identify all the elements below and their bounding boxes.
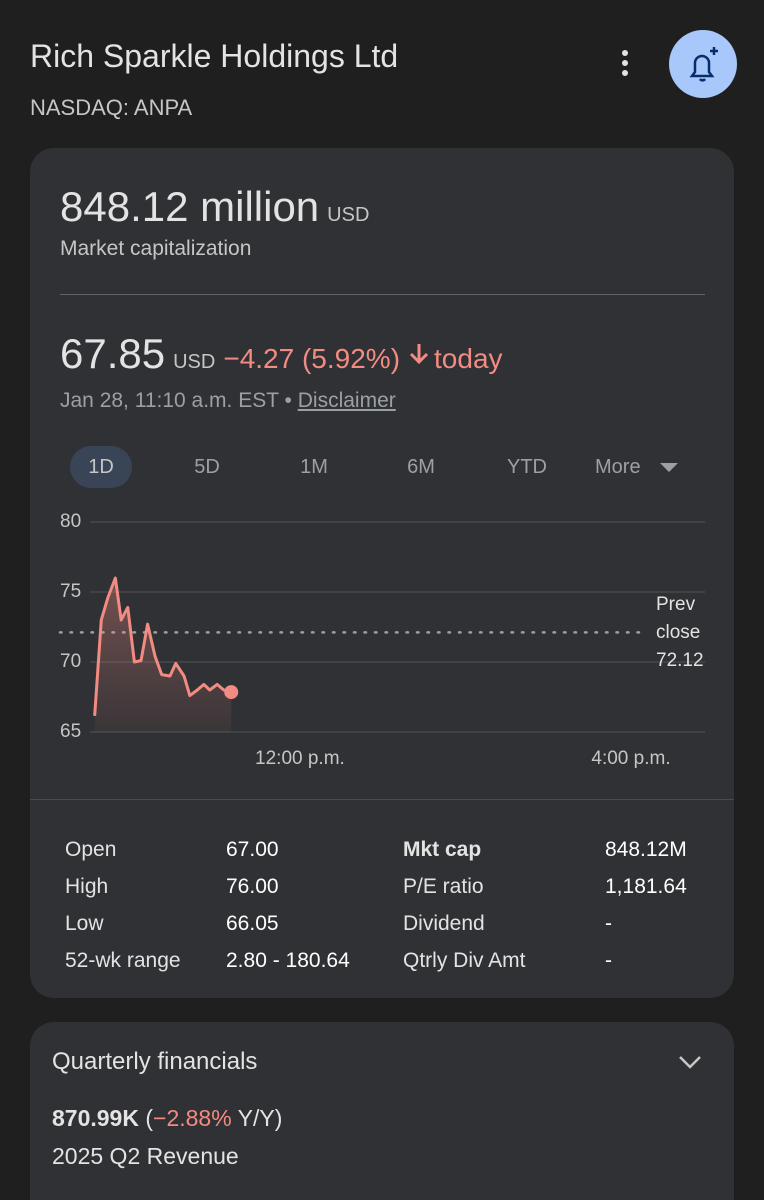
range-tab[interactable]: 5D xyxy=(194,456,220,478)
title: Rich Sparkle Holdings Ltd xyxy=(30,38,399,74)
stat-value: 76.00 xyxy=(226,875,279,898)
price-row: 67.85 USD −4.27 (5.92%) today xyxy=(60,330,503,378)
stat-label: High xyxy=(65,875,109,898)
menu-dot[interactable] xyxy=(622,70,628,76)
price-period: today xyxy=(434,343,503,374)
menu-dot[interactable] xyxy=(622,50,628,56)
last-point xyxy=(224,685,239,700)
range-tab[interactable]: 1D xyxy=(70,446,132,488)
divider xyxy=(60,294,705,295)
market-cap-value: 848.12 million xyxy=(60,183,320,230)
exchange: NASDAQ: ANPA xyxy=(30,95,193,120)
down-arrow xyxy=(409,344,429,365)
alert-button[interactable] xyxy=(669,30,737,98)
x-tick-label: 4:00 p.m. xyxy=(591,748,670,769)
stat-value: 1,181.64 xyxy=(605,875,687,898)
x-tick-label: 12:00 p.m. xyxy=(255,748,345,769)
yoy: Y/Y) xyxy=(231,1105,283,1131)
prev-close-value: 72.12 xyxy=(656,650,704,671)
stat-label: Mkt cap xyxy=(403,838,482,861)
stat-value: 848.12M xyxy=(605,838,687,861)
financials-card[interactable] xyxy=(30,1022,734,1200)
separator: • xyxy=(284,389,292,412)
paren: ( xyxy=(145,1105,154,1131)
revenue-value: 870.99K xyxy=(52,1105,139,1131)
area-fill xyxy=(94,578,232,732)
stat-value: 66.05 xyxy=(226,912,279,935)
y-tick-label: 75 xyxy=(60,581,81,602)
range-tab[interactable]: YTD xyxy=(507,456,547,478)
range-tab[interactable]: 6M xyxy=(407,456,435,478)
stat-value: - xyxy=(605,912,612,935)
stat-label: Qtrly Div Amt xyxy=(403,949,526,972)
stat-label: Dividend xyxy=(403,912,485,935)
timestamp-row: Jan 28, 11:10 a.m. EST • Disclaimer xyxy=(60,389,396,413)
stat-label: 52-wk range xyxy=(65,949,181,972)
y-tick-label: 70 xyxy=(60,651,81,672)
price-line xyxy=(93,576,232,717)
stat-label: P/E ratio xyxy=(403,875,484,898)
prev-close-label: Prev close 72.12 xyxy=(656,591,714,675)
price-change: −4.27 (5.92%) xyxy=(223,343,401,374)
timestamp: Jan 28, 11:10 a.m. EST xyxy=(60,389,279,412)
stat-value: - xyxy=(605,949,612,972)
market-cap-currency: USD xyxy=(327,204,370,226)
bell-icon xyxy=(689,54,715,82)
financials-value-row: 870.99K (−2.88% Y/Y) xyxy=(52,1105,282,1132)
summary-card xyxy=(30,148,734,998)
stat-value: 2.80 - 180.64 xyxy=(226,949,350,972)
stat-label: Low xyxy=(65,912,104,935)
range-tab[interactable]: More xyxy=(595,446,685,488)
dropdown-arrow xyxy=(660,463,678,472)
range-tab[interactable]: 1M xyxy=(300,456,328,478)
financials-title: Quarterly financials xyxy=(52,1048,258,1075)
y-tick-label: 80 xyxy=(60,511,81,532)
stat-value: 67.00 xyxy=(226,838,279,861)
prev-close-text: Prev close xyxy=(656,594,701,643)
y-tick-label: 65 xyxy=(60,721,81,742)
menu-dot[interactable] xyxy=(622,60,628,66)
revenue-change: −2.88% xyxy=(153,1105,232,1131)
price-currency: USD xyxy=(173,351,216,373)
price-chart: 80 75 70 65 12:00 p.m. 4:00 p.m. xyxy=(30,30,737,800)
chevron[interactable] xyxy=(676,1052,704,1072)
market-cap-label: Market capitalization xyxy=(60,237,252,260)
financials-label: 2025 Q2 Revenue xyxy=(52,1143,239,1169)
stat-label: Open xyxy=(65,838,117,861)
disclaimer-link[interactable]: Disclaimer xyxy=(297,389,396,412)
price-value: 67.85 xyxy=(60,330,166,377)
plus-icon xyxy=(710,47,718,55)
market-cap-row: 848.12 million USD xyxy=(60,183,369,231)
